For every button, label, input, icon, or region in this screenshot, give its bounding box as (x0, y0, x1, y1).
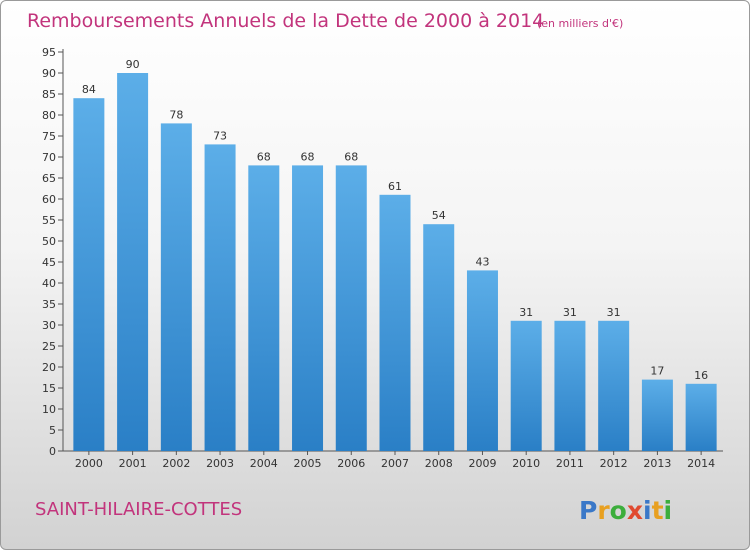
bar-2008 (423, 224, 455, 451)
y-tick-label: 0 (49, 445, 56, 458)
bar-2006 (335, 165, 367, 451)
y-tick-label: 30 (42, 319, 56, 332)
x-tick-label-2006: 2006 (337, 457, 365, 470)
x-tick-label-2011: 2011 (556, 457, 584, 470)
y-tick-label: 15 (42, 382, 56, 395)
bar-2013 (641, 379, 673, 451)
y-tick-label: 85 (42, 88, 56, 101)
x-tick-label-2008: 2008 (425, 457, 453, 470)
x-tick-label-2010: 2010 (512, 457, 540, 470)
y-tick-label: 35 (42, 298, 56, 311)
x-tick-label-2001: 2001 (119, 457, 147, 470)
value-label-2005: 68 (301, 150, 315, 163)
x-tick-label-2004: 2004 (250, 457, 278, 470)
x-tick-label-2009: 2009 (468, 457, 496, 470)
x-tick-label-2003: 2003 (206, 457, 234, 470)
value-label-2000: 84 (82, 83, 96, 96)
y-tick-label: 20 (42, 361, 56, 374)
value-label-2008: 54 (432, 209, 446, 222)
bar-2014 (685, 383, 717, 451)
bar-2000 (73, 98, 105, 451)
value-label-2002: 78 (169, 108, 183, 121)
value-label-2014: 16 (694, 369, 708, 382)
y-tick-label: 60 (42, 193, 56, 206)
y-tick-label: 10 (42, 403, 56, 416)
value-label-2001: 90 (126, 58, 140, 71)
x-tick-label-2002: 2002 (162, 457, 190, 470)
x-tick-label-2007: 2007 (381, 457, 409, 470)
y-tick-label: 25 (42, 340, 56, 353)
y-tick-label: 75 (42, 130, 56, 143)
value-label-2010: 31 (519, 306, 533, 319)
value-label-2011: 31 (563, 306, 577, 319)
y-tick-label: 55 (42, 214, 56, 227)
bar-2001 (117, 73, 149, 451)
y-tick-label: 45 (42, 256, 56, 269)
bars-group: 84 90 78 73 68 68 68 61 54 43 31 31 31 17 16 (73, 58, 717, 452)
value-label-2013: 17 (650, 365, 664, 378)
bar-2003 (204, 144, 236, 451)
y-tick-label: 50 (42, 235, 56, 248)
value-label-2012: 31 (607, 306, 621, 319)
bar-2004 (248, 165, 280, 451)
x-tick-label-2014: 2014 (687, 457, 715, 470)
y-tick-label: 40 (42, 277, 56, 290)
bar-2012 (598, 320, 630, 451)
chart-subtitle: (en milliers d'€) (537, 17, 623, 30)
value-label-2004: 68 (257, 150, 271, 163)
y-tick-label: 80 (42, 109, 56, 122)
x-tick-label-2005: 2005 (294, 457, 322, 470)
y-tick-label: 90 (42, 67, 56, 80)
value-label-2003: 73 (213, 129, 227, 142)
x-tick-label-2012: 2012 (600, 457, 628, 470)
bar-2005 (292, 165, 324, 451)
proxiti-logo: Proxiti (579, 496, 672, 525)
bar-2010 (510, 320, 542, 451)
value-label-2009: 43 (475, 255, 489, 268)
x-tick-group: 2000 2001 2002 2003 2004 2005 2006 2007 2008 2009… (75, 451, 715, 470)
commune-name: SAINT-HILAIRE-COTTES (35, 499, 242, 520)
y-tick-label: 65 (42, 172, 56, 185)
y-tick-label: 70 (42, 151, 56, 164)
bar-2011 (554, 320, 586, 451)
proxiti-logo-text: Proxiti (579, 496, 672, 525)
chart-title: Remboursements Annuels de la Dette de 20… (27, 10, 544, 32)
value-label-2007: 61 (388, 180, 402, 193)
value-label-2006: 68 (344, 150, 358, 163)
y-tick-label: 5 (49, 424, 56, 437)
x-tick-label-2013: 2013 (643, 457, 671, 470)
y-tick-label: 95 (42, 46, 56, 59)
bar-2009 (466, 270, 498, 451)
bar-2007 (379, 194, 411, 452)
y-tick-group: 0 5 10 15 20 25 30 35 40 45 50 55 60 65 70 75 80 85 90 95 (42, 46, 63, 458)
bar-2002 (160, 123, 192, 452)
x-tick-label-2000: 2000 (75, 457, 103, 470)
